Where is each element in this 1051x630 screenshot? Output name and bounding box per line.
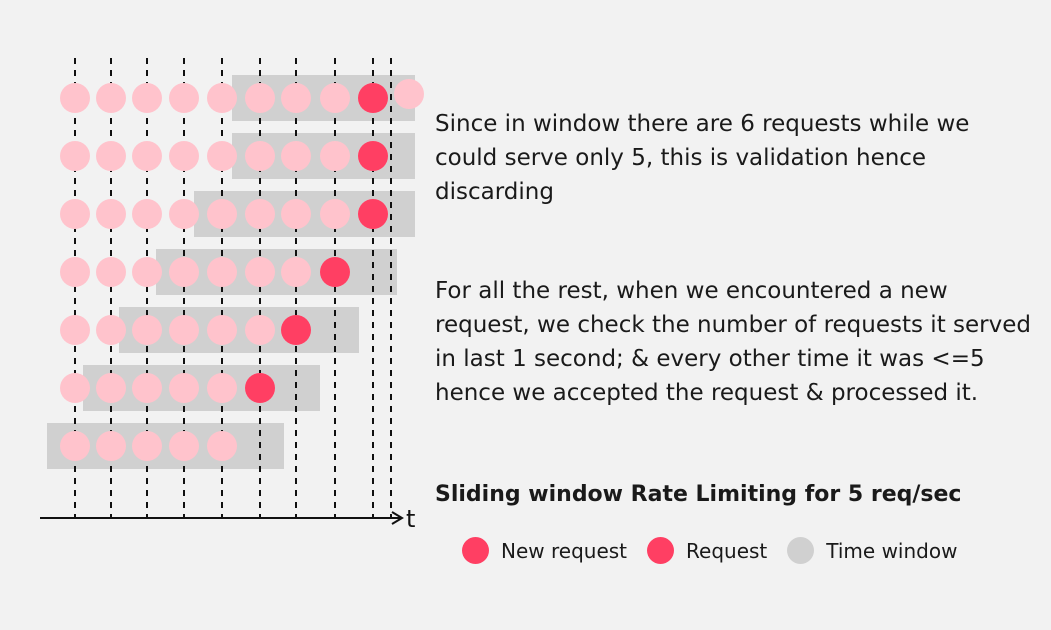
- request-dot: [207, 431, 237, 461]
- request-dot: [132, 83, 162, 113]
- request-dot: [281, 257, 311, 287]
- request-dot: [60, 315, 90, 345]
- request-dot: [245, 83, 275, 113]
- request-dot: [207, 141, 237, 171]
- legend: New request Request Time window: [462, 537, 977, 564]
- legend-item-request: Request: [647, 537, 767, 564]
- request-dot: [169, 315, 199, 345]
- request-dot: [96, 431, 126, 461]
- legend-label-request: Request: [686, 538, 768, 563]
- request-dot: [132, 199, 162, 229]
- new-request-dot: [358, 141, 388, 171]
- request-dot: [207, 83, 237, 113]
- request-dot: [207, 199, 237, 229]
- new-request-dot: [281, 315, 311, 345]
- request-dot: [169, 141, 199, 171]
- request-dot: [132, 431, 162, 461]
- new-request-dot: [245, 373, 275, 403]
- request-dot: [60, 257, 90, 287]
- request-dot: [96, 141, 126, 171]
- request-dot: [245, 257, 275, 287]
- legend-item-time-window: Time window: [787, 537, 957, 564]
- new-request-dot: [320, 257, 350, 287]
- request-dot: [169, 257, 199, 287]
- time-axis-label: t: [406, 505, 415, 533]
- request-dot: [60, 431, 90, 461]
- request-dot: [132, 141, 162, 171]
- request-dot: [60, 141, 90, 171]
- new-request-dot: [358, 83, 388, 113]
- request-dot: [60, 83, 90, 113]
- request-dot: [245, 141, 275, 171]
- request-dot: [281, 83, 311, 113]
- request-swatch: [647, 537, 675, 564]
- request-dot: [320, 199, 350, 229]
- request-dot: [281, 199, 311, 229]
- request-dot: [60, 199, 90, 229]
- legend-item-new-request: New request: [462, 537, 627, 564]
- new-request-swatch: [462, 537, 489, 564]
- legend-label-new-request: New request: [501, 538, 628, 563]
- request-dot: [169, 83, 199, 113]
- request-dot: [207, 373, 237, 403]
- request-dot: [320, 83, 350, 113]
- time-axis-arrow-icon: [391, 511, 404, 525]
- request-dot: [132, 373, 162, 403]
- legend-label-time-window: Time window: [826, 538, 958, 563]
- request-dot: [281, 141, 311, 171]
- request-dot: [169, 199, 199, 229]
- request-dot: [96, 315, 126, 345]
- sliding-window-diagram: t: [40, 58, 424, 533]
- new-request-dot: [358, 199, 388, 229]
- request-dot: [207, 315, 237, 345]
- request-dot: [60, 373, 90, 403]
- validation-description: Since in window there are 6 requests whi…: [435, 111, 970, 205]
- request-dot: [132, 315, 162, 345]
- request-dot: [169, 373, 199, 403]
- request-dot: [96, 373, 126, 403]
- diagram-title: Sliding window Rate Limiting for 5 req/s…: [435, 482, 962, 507]
- discarded-request-dot: [394, 79, 424, 109]
- request-dot: [132, 257, 162, 287]
- request-dot: [245, 315, 275, 345]
- request-dot: [96, 83, 126, 113]
- time-window-swatch: [787, 537, 815, 564]
- request-dot: [245, 199, 275, 229]
- request-dot: [207, 257, 237, 287]
- request-dot: [320, 141, 350, 171]
- request-dot: [96, 257, 126, 287]
- request-dot: [169, 431, 199, 461]
- acceptance-description: For all the rest, when we encountered a …: [435, 278, 1031, 406]
- request-dot: [96, 199, 126, 229]
